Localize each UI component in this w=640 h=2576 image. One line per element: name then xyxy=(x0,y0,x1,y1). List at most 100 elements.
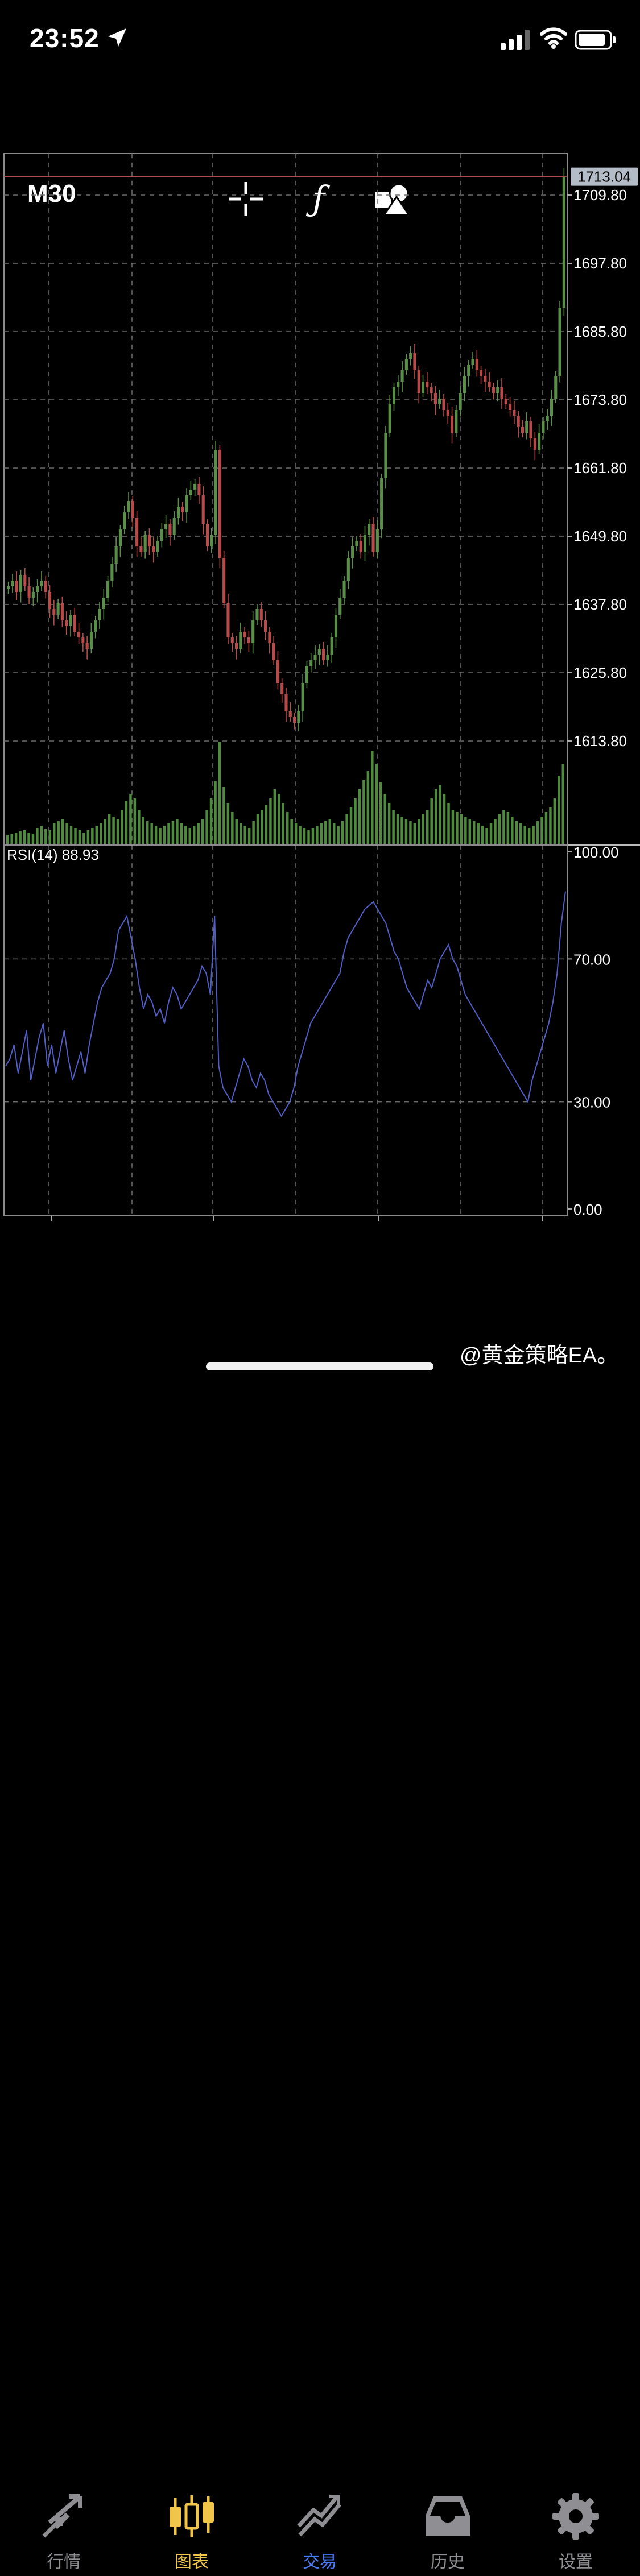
volume-bar xyxy=(273,789,276,844)
candle-body xyxy=(442,399,445,410)
candle-body xyxy=(375,529,379,552)
volume-bar xyxy=(494,819,497,844)
volume-bar xyxy=(413,823,416,844)
candle-body xyxy=(118,529,122,546)
volume-bar xyxy=(243,826,246,844)
candle-body xyxy=(268,632,271,643)
candle-body xyxy=(455,410,458,433)
signal-icon xyxy=(501,30,530,50)
candle-body xyxy=(504,399,507,404)
indicators-button[interactable]: ƒ xyxy=(296,176,341,222)
volume-bar xyxy=(383,794,386,844)
volume-bar xyxy=(294,823,298,844)
candle-body xyxy=(255,609,259,620)
candle-body xyxy=(11,581,14,586)
volume-bar xyxy=(358,789,361,844)
volume-bar xyxy=(307,830,310,844)
candle-body xyxy=(284,694,288,711)
wifi-icon xyxy=(540,27,567,49)
candle-body xyxy=(69,615,72,626)
candle-body xyxy=(89,632,93,649)
crosshair-button[interactable] xyxy=(223,176,269,222)
price-tick-label: 1661.80 xyxy=(573,459,627,477)
candle-body xyxy=(346,558,350,581)
candle-body xyxy=(404,359,408,370)
candle-body xyxy=(459,393,462,410)
volume-bar xyxy=(57,821,60,844)
volume-bar xyxy=(133,798,137,844)
volume-bar xyxy=(65,823,68,844)
candle-body xyxy=(81,637,85,643)
candle-body xyxy=(496,387,499,393)
volume-bar xyxy=(553,798,556,844)
volume-bar xyxy=(303,828,306,844)
volume-bar xyxy=(430,798,433,844)
crosshair-icon xyxy=(229,182,263,216)
candle-body xyxy=(484,376,487,382)
volume-bar xyxy=(40,826,43,844)
volume-bar xyxy=(366,771,370,844)
candle-body xyxy=(40,581,43,586)
volume-bar xyxy=(142,817,145,844)
tab-quotes[interactable]: 行情 xyxy=(13,2491,115,2576)
tab-trade[interactable]: 交易 xyxy=(269,2491,371,2576)
volume-bar xyxy=(74,828,77,844)
volume-bar xyxy=(252,821,255,844)
candle-body xyxy=(326,655,329,660)
candle-body xyxy=(525,421,528,433)
candle-body xyxy=(77,632,81,637)
candle-body xyxy=(106,581,110,598)
status-bar: 23:52 xyxy=(0,0,640,80)
volume-bar xyxy=(341,821,344,844)
volume-bar xyxy=(167,823,170,844)
candle-body xyxy=(546,416,549,421)
candle-body xyxy=(380,478,383,529)
volume-bar xyxy=(506,812,510,844)
volume-bar xyxy=(349,807,353,844)
candle-body xyxy=(114,546,118,564)
candle-body xyxy=(160,529,163,541)
tab-settings[interactable]: 设置 xyxy=(525,2491,627,2576)
volume-bar xyxy=(10,834,13,844)
volume-bar xyxy=(481,826,484,844)
volume-bar xyxy=(125,801,128,844)
volume-bar xyxy=(485,828,488,844)
timeframe-selector[interactable]: M30 xyxy=(27,180,76,208)
rsi-axis: 100.00 70.00 30.00 0.00 xyxy=(567,844,619,1218)
candle-body xyxy=(451,416,454,433)
volume-bar xyxy=(362,780,365,844)
grid-lines xyxy=(4,154,567,1216)
candle-body xyxy=(509,404,512,410)
candle-body xyxy=(156,541,159,552)
volume-bar xyxy=(473,821,476,844)
volume-bar xyxy=(226,803,230,844)
chart-canvas[interactable]: 1709.80 1697.80 1685.80 1673.80 1661.80 1649.… xyxy=(0,152,640,1221)
volume-bar xyxy=(354,798,357,844)
candle-body xyxy=(152,546,155,552)
tab-chart[interactable]: 图表 xyxy=(141,2491,243,2576)
price-tick-label: 1697.80 xyxy=(573,255,627,272)
candle-body xyxy=(172,518,176,535)
candle-body xyxy=(272,643,275,660)
volume-bar xyxy=(320,823,323,844)
candle-body xyxy=(400,370,404,382)
price-tick-label: 1625.80 xyxy=(573,664,627,681)
volume-bar xyxy=(95,826,98,844)
volume-bar xyxy=(218,742,221,844)
candle-body xyxy=(218,450,221,558)
volume-bar xyxy=(286,812,289,844)
tab-history[interactable]: 历史 xyxy=(397,2491,499,2576)
candle-body xyxy=(488,382,491,387)
volume-bar xyxy=(299,826,302,844)
chart-area[interactable]: 1709.80 1697.80 1685.80 1673.80 1661.80 1649.… xyxy=(0,152,640,1221)
candle-body xyxy=(368,524,371,535)
rsi-label: RSI(14) 88.93 xyxy=(7,846,99,863)
candle-body xyxy=(185,495,188,512)
volume-bar xyxy=(14,833,18,844)
candle-body xyxy=(181,507,184,512)
volume-bar xyxy=(324,821,327,844)
volume-bar xyxy=(549,807,552,844)
volume-bar xyxy=(422,814,425,844)
volume-bar xyxy=(100,823,102,844)
home-indicator[interactable] xyxy=(206,1362,433,1370)
